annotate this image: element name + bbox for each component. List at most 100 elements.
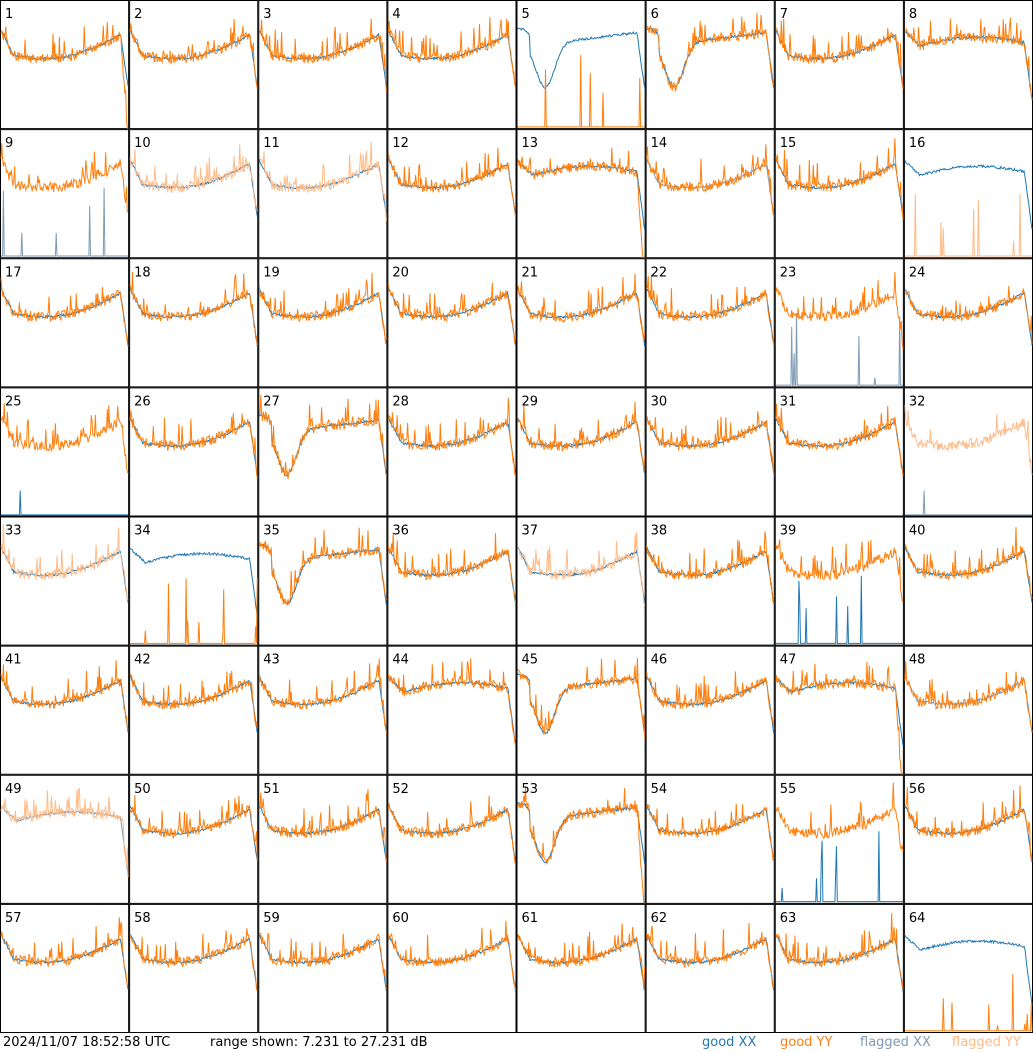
panel-number: 31 [780,394,797,409]
yy-trace [646,531,775,603]
panel-number: 3 [263,7,271,22]
yy-trace [0,660,129,730]
panel-frame [258,129,388,259]
panel-frame [258,0,388,130]
panel-number: 17 [5,265,22,280]
panel-number: 21 [522,265,539,280]
panel-number: 12 [392,136,409,151]
panel-number: 9 [5,136,13,151]
panel-39: 39 [774,516,904,646]
panel-frame [0,129,130,259]
yy-trace [775,662,903,775]
panel-42: 42 [129,645,259,775]
panel-43: 43 [258,645,388,775]
xx-trace [517,27,646,89]
yy-trace [646,274,775,346]
panel-frame [903,129,1033,259]
panel-frame [903,516,1033,646]
panel-frame [129,903,259,1033]
yy-trace [775,403,904,477]
panel-48: 48 [903,645,1033,775]
panel-frame [0,516,130,646]
panel-41: 41 [0,645,130,775]
yy-trace [646,671,775,730]
panel-number: 6 [651,7,659,22]
yy-trace [387,532,516,603]
panel-frame [258,258,388,388]
panel-frame [258,774,388,904]
yy-trace [904,526,1033,599]
panel-number: 15 [780,136,797,151]
panel-9: 9 [0,129,130,259]
panel-2: 2 [129,0,259,130]
yy-trace [517,55,645,128]
panel-45: 45 [516,645,646,775]
panel-frame [645,516,775,646]
yy-trace [0,787,129,878]
panel-frame [645,258,775,388]
panel-number: 28 [392,394,409,409]
yy-trace [259,141,387,221]
panel-frame [903,903,1033,1033]
panel-frame [774,387,904,517]
panel-number: 57 [5,911,22,926]
panel-54: 54 [645,774,775,904]
panel-frame [0,774,130,904]
yy-trace [517,147,645,258]
panel-7: 7 [774,0,904,130]
yy-trace [904,17,1033,100]
xx-trace [258,675,387,732]
panel-frame [0,903,130,1033]
panel-frame [516,645,646,775]
yy-trace [129,670,258,729]
panel-number: 26 [134,394,151,409]
xx-trace [258,413,387,477]
panel-number: 42 [134,653,151,668]
panel-number: 54 [651,782,668,797]
panel-56: 56 [903,774,1033,904]
yy-trace [129,271,258,346]
yy-trace [0,917,129,987]
panel-19: 19 [258,258,388,388]
footer-bar: 2024/11/07 18:52:58 UTC range shown: 7.2… [0,1033,1033,1053]
yy-trace [0,21,129,129]
panel-frame [0,258,130,388]
yy-trace [904,405,1033,475]
panel-frame [903,774,1033,904]
yy-trace [646,922,775,989]
xx-trace [775,313,903,386]
panel-frame [129,645,259,775]
panel-number: 8 [909,7,917,22]
panel-number: 18 [134,265,151,280]
xx-trace [775,575,903,644]
panel-10: 10 [129,129,259,259]
yy-trace [517,532,646,606]
panel-number: 36 [392,524,409,539]
panel-8: 8 [903,0,1033,130]
xx-trace [517,802,646,864]
panel-number: 10 [134,136,151,151]
legend-good-yy: good YY [780,1035,833,1050]
yy-trace [387,397,516,477]
panel-1: 1 [0,0,130,130]
panel-37: 37 [516,516,646,646]
panel-53: 53 [516,774,646,904]
panel-number: 20 [392,265,409,280]
yy-trace [517,786,645,904]
xx-trace [129,547,258,617]
panel-24: 24 [903,258,1033,388]
panel-frame [387,258,517,388]
yy-trace [129,794,258,861]
yy-trace [258,18,387,92]
panel-frame [129,387,259,517]
yy-trace [517,923,646,990]
panel-number: 13 [522,136,539,151]
panel-number: 34 [134,524,151,539]
yy-trace [258,395,387,479]
panel-number: 44 [392,653,409,668]
yy-trace [646,144,775,217]
panel-number: 63 [780,911,797,926]
panel-number: 14 [651,136,668,151]
panel-49: 49 [0,774,130,904]
